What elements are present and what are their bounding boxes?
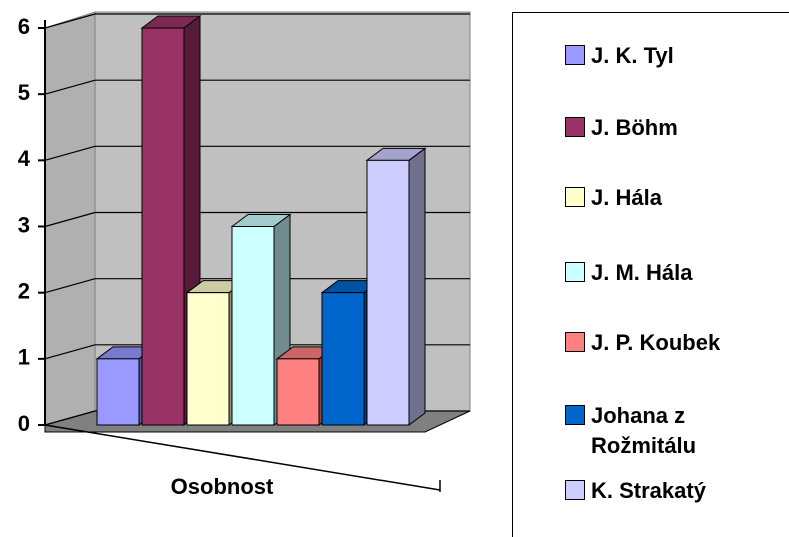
legend-entry: J. M. Hála <box>565 258 761 288</box>
legend-entry: Johana z Rožmitálu <box>565 401 761 461</box>
y-tick-label: 1 <box>18 345 30 370</box>
grid-line <box>44 211 96 228</box>
bar <box>366 159 410 426</box>
x-axis <box>44 424 441 491</box>
y-tick-label: 2 <box>18 278 30 303</box>
x-category-label: Osobnost <box>171 474 274 499</box>
legend-entry: J. Hála <box>565 183 761 213</box>
legend: J. K. Tyl J. Böhm J. Hála J. M. Hála J. P. K… <box>512 12 789 537</box>
bar <box>276 358 320 426</box>
legend-swatch <box>565 45 585 65</box>
legend-swatch <box>565 480 585 500</box>
legend-entry: K. Strakatý <box>565 476 761 506</box>
bar <box>321 292 365 426</box>
legend-entry: J. P. Koubek <box>565 328 761 358</box>
legend-label: J. Böhm <box>591 115 678 140</box>
legend-entry: J. K. Tyl <box>565 41 761 71</box>
legend-label: J. P. Koubek <box>591 330 721 355</box>
grid-line <box>44 13 96 29</box>
legend-label: J. K. Tyl <box>591 43 674 68</box>
legend-swatch <box>565 332 585 352</box>
grid-line <box>44 145 96 161</box>
legend-label: J. Hála <box>591 185 662 210</box>
grid-line <box>44 79 96 95</box>
left-wall <box>44 11 96 426</box>
y-tick-label: 0 <box>18 411 30 436</box>
legend-swatch <box>565 405 585 425</box>
y-tick-label: 5 <box>18 80 30 105</box>
legend-label: Johana z Rožmitálu <box>591 403 697 458</box>
bar <box>186 292 230 426</box>
bar-side <box>408 147 426 426</box>
legend-entry: J. Böhm <box>565 113 761 143</box>
grid-line <box>44 278 96 294</box>
grid-line <box>44 344 96 360</box>
legend-swatch <box>565 117 585 137</box>
legend-swatch <box>565 262 585 282</box>
bar <box>141 27 185 426</box>
y-tick-label: 3 <box>18 212 30 237</box>
legend-label: K. Strakatý <box>591 478 706 503</box>
bar <box>231 226 275 426</box>
bar <box>96 358 140 426</box>
legend-label: J. M. Hála <box>591 260 693 285</box>
grid-line <box>44 410 96 426</box>
y-tick-label: 6 <box>18 14 30 39</box>
y-tick-label: 4 <box>18 146 31 171</box>
legend-swatch <box>565 187 585 207</box>
